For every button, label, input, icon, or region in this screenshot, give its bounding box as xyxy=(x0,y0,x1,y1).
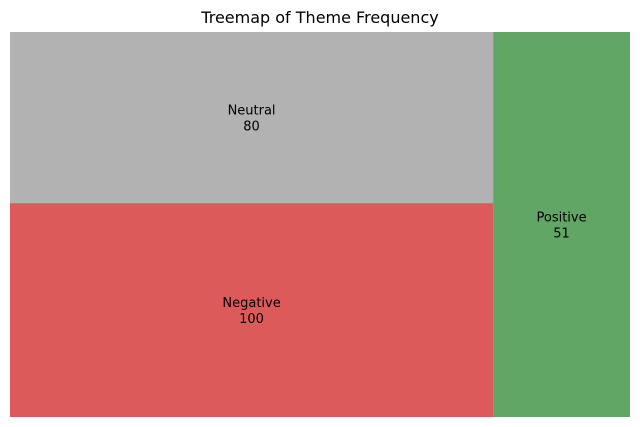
tile-label-positive: Positive xyxy=(536,211,586,226)
tile-rect-neutral xyxy=(10,32,494,204)
tile-label-neutral: Neutral xyxy=(228,104,276,119)
tile-label-negative: Negative xyxy=(222,296,280,311)
tile-value-negative: 100 xyxy=(239,312,264,327)
tile-rect-negative xyxy=(10,203,494,417)
tile-value-positive: 51 xyxy=(553,227,570,242)
tile-value-neutral: 80 xyxy=(243,120,260,135)
chart-title: Treemap of Theme Frequency xyxy=(201,8,439,27)
tile-rect-positive xyxy=(493,32,630,417)
